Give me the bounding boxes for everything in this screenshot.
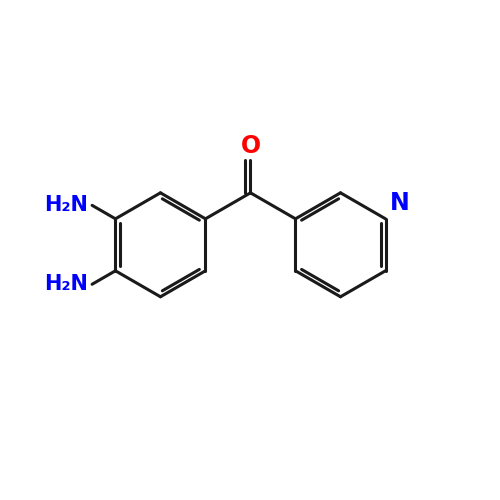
Text: O: O [240,134,260,158]
Text: H₂N: H₂N [44,274,88,294]
Text: H₂N: H₂N [44,196,88,216]
Text: N: N [390,191,410,215]
